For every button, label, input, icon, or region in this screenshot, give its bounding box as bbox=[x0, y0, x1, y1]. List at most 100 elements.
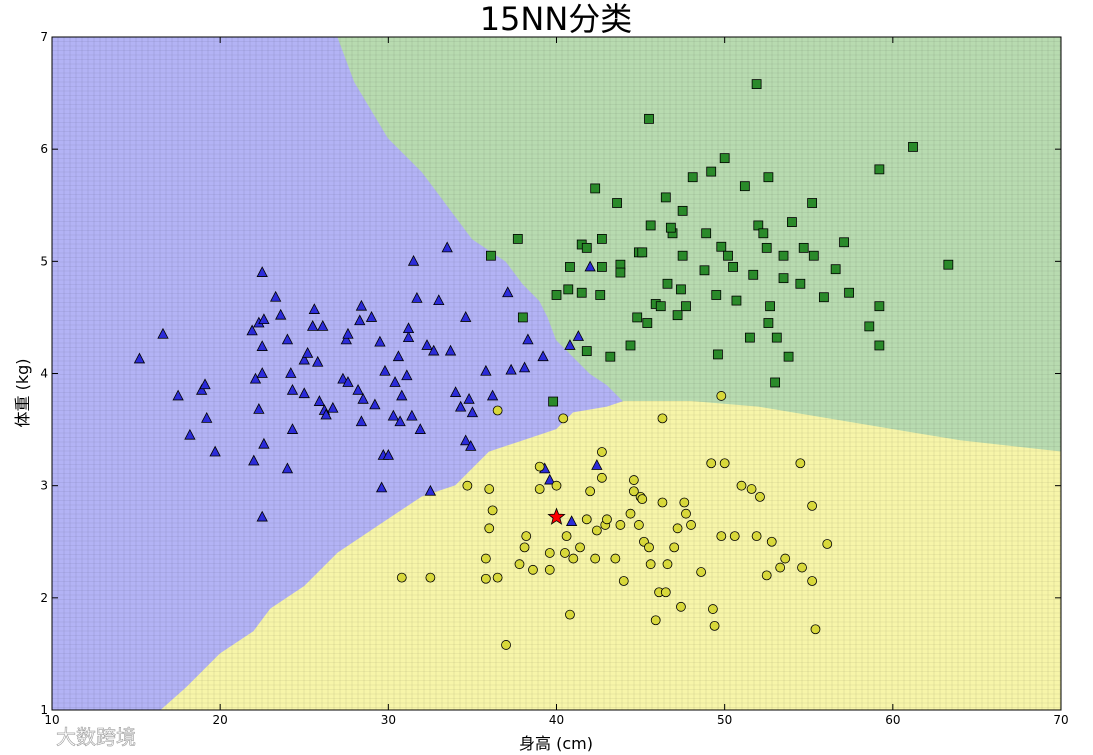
triangle-point bbox=[392, 350, 405, 362]
circle-point bbox=[561, 531, 572, 542]
triangle-point bbox=[354, 314, 366, 326]
triangle-point bbox=[246, 324, 258, 336]
triangle-point bbox=[407, 254, 420, 266]
square-point bbox=[830, 264, 841, 275]
circle-point bbox=[679, 497, 690, 508]
square-point bbox=[632, 312, 643, 323]
circle-point bbox=[669, 542, 680, 553]
circle-point bbox=[628, 475, 639, 485]
square-point bbox=[662, 278, 673, 289]
triangle-point bbox=[401, 369, 413, 381]
triangle-point bbox=[201, 412, 213, 423]
circle-point bbox=[480, 573, 491, 584]
circle-point bbox=[719, 458, 730, 469]
circle-point bbox=[709, 620, 720, 631]
circle-point bbox=[706, 458, 717, 469]
triangle-point bbox=[340, 333, 352, 345]
circle-point bbox=[716, 391, 727, 401]
square-point bbox=[563, 284, 574, 295]
circle-point bbox=[755, 491, 765, 502]
circle-point bbox=[558, 413, 569, 424]
circle-point bbox=[544, 564, 555, 575]
circle-point bbox=[514, 559, 525, 570]
triangle-point bbox=[396, 389, 408, 401]
circle-point bbox=[751, 531, 762, 542]
square-point bbox=[807, 198, 818, 208]
chart-title: 15NN分类 bbox=[480, 0, 633, 38]
circle-point bbox=[672, 523, 683, 534]
circle-point bbox=[610, 553, 621, 564]
square-point bbox=[808, 250, 819, 261]
square-point bbox=[778, 273, 789, 284]
triangle-point bbox=[157, 327, 169, 339]
square-point bbox=[874, 164, 885, 175]
square-point bbox=[751, 79, 762, 90]
circle-point bbox=[650, 615, 661, 626]
circle-point bbox=[686, 520, 696, 530]
square-point bbox=[739, 181, 750, 192]
data-points bbox=[133, 79, 954, 650]
square-point bbox=[778, 250, 789, 261]
square-point bbox=[665, 222, 676, 233]
square-point bbox=[644, 113, 654, 124]
triangle-point bbox=[518, 361, 531, 373]
circle-point bbox=[662, 559, 673, 570]
square-point bbox=[798, 242, 809, 253]
circle-point bbox=[396, 572, 407, 583]
square-point bbox=[728, 262, 738, 272]
triangle-point bbox=[572, 330, 585, 341]
triangle-point bbox=[411, 291, 423, 303]
square-point bbox=[719, 153, 730, 164]
triangle-point bbox=[269, 290, 282, 302]
circle-point bbox=[657, 497, 668, 508]
x-tick-label: 10 bbox=[44, 713, 59, 727]
circle-point bbox=[484, 523, 495, 534]
triangle-point bbox=[565, 515, 578, 526]
triangle-point bbox=[308, 303, 321, 314]
triangle-point bbox=[281, 462, 294, 474]
circle-point bbox=[810, 624, 821, 635]
triangle-point bbox=[352, 383, 364, 395]
triangle-point bbox=[449, 386, 462, 397]
square-point bbox=[763, 172, 774, 183]
triangle-point bbox=[184, 428, 196, 440]
triangle-point bbox=[256, 266, 268, 277]
triangle-point bbox=[355, 415, 368, 427]
square-point bbox=[512, 233, 523, 244]
y-tick-label: 3 bbox=[40, 479, 48, 493]
square-point bbox=[565, 262, 575, 272]
circle-point bbox=[716, 531, 727, 542]
square-point bbox=[687, 172, 698, 183]
square-point bbox=[908, 142, 918, 152]
triangle-point bbox=[375, 481, 388, 493]
square-point bbox=[874, 301, 885, 312]
triangle-point bbox=[342, 327, 354, 339]
triangle-point bbox=[342, 376, 354, 387]
y-tick-label: 7 bbox=[40, 30, 48, 44]
triangle-point bbox=[172, 389, 184, 401]
circle-point bbox=[590, 553, 601, 564]
circle-point bbox=[534, 461, 545, 472]
triangle-point bbox=[466, 406, 479, 418]
circle-point bbox=[822, 539, 833, 549]
triangle-point bbox=[312, 355, 324, 367]
square-point bbox=[771, 332, 782, 343]
triangle-point bbox=[298, 387, 310, 399]
triangle-point bbox=[286, 423, 299, 434]
square-point bbox=[716, 241, 727, 252]
square-point bbox=[758, 228, 769, 239]
circle-point bbox=[645, 559, 656, 570]
square-point bbox=[763, 318, 774, 328]
triangle-point bbox=[365, 311, 378, 322]
circle-point bbox=[492, 572, 503, 583]
circle-point bbox=[560, 548, 570, 558]
triangle-point bbox=[522, 333, 534, 345]
triangle-point bbox=[327, 401, 339, 413]
square-point bbox=[576, 287, 587, 298]
triangle-point bbox=[256, 340, 268, 351]
triangle-point bbox=[258, 437, 270, 449]
x-tick-label: 60 bbox=[885, 713, 900, 727]
x-tick-label: 30 bbox=[381, 713, 396, 727]
triangle-point bbox=[502, 286, 514, 298]
